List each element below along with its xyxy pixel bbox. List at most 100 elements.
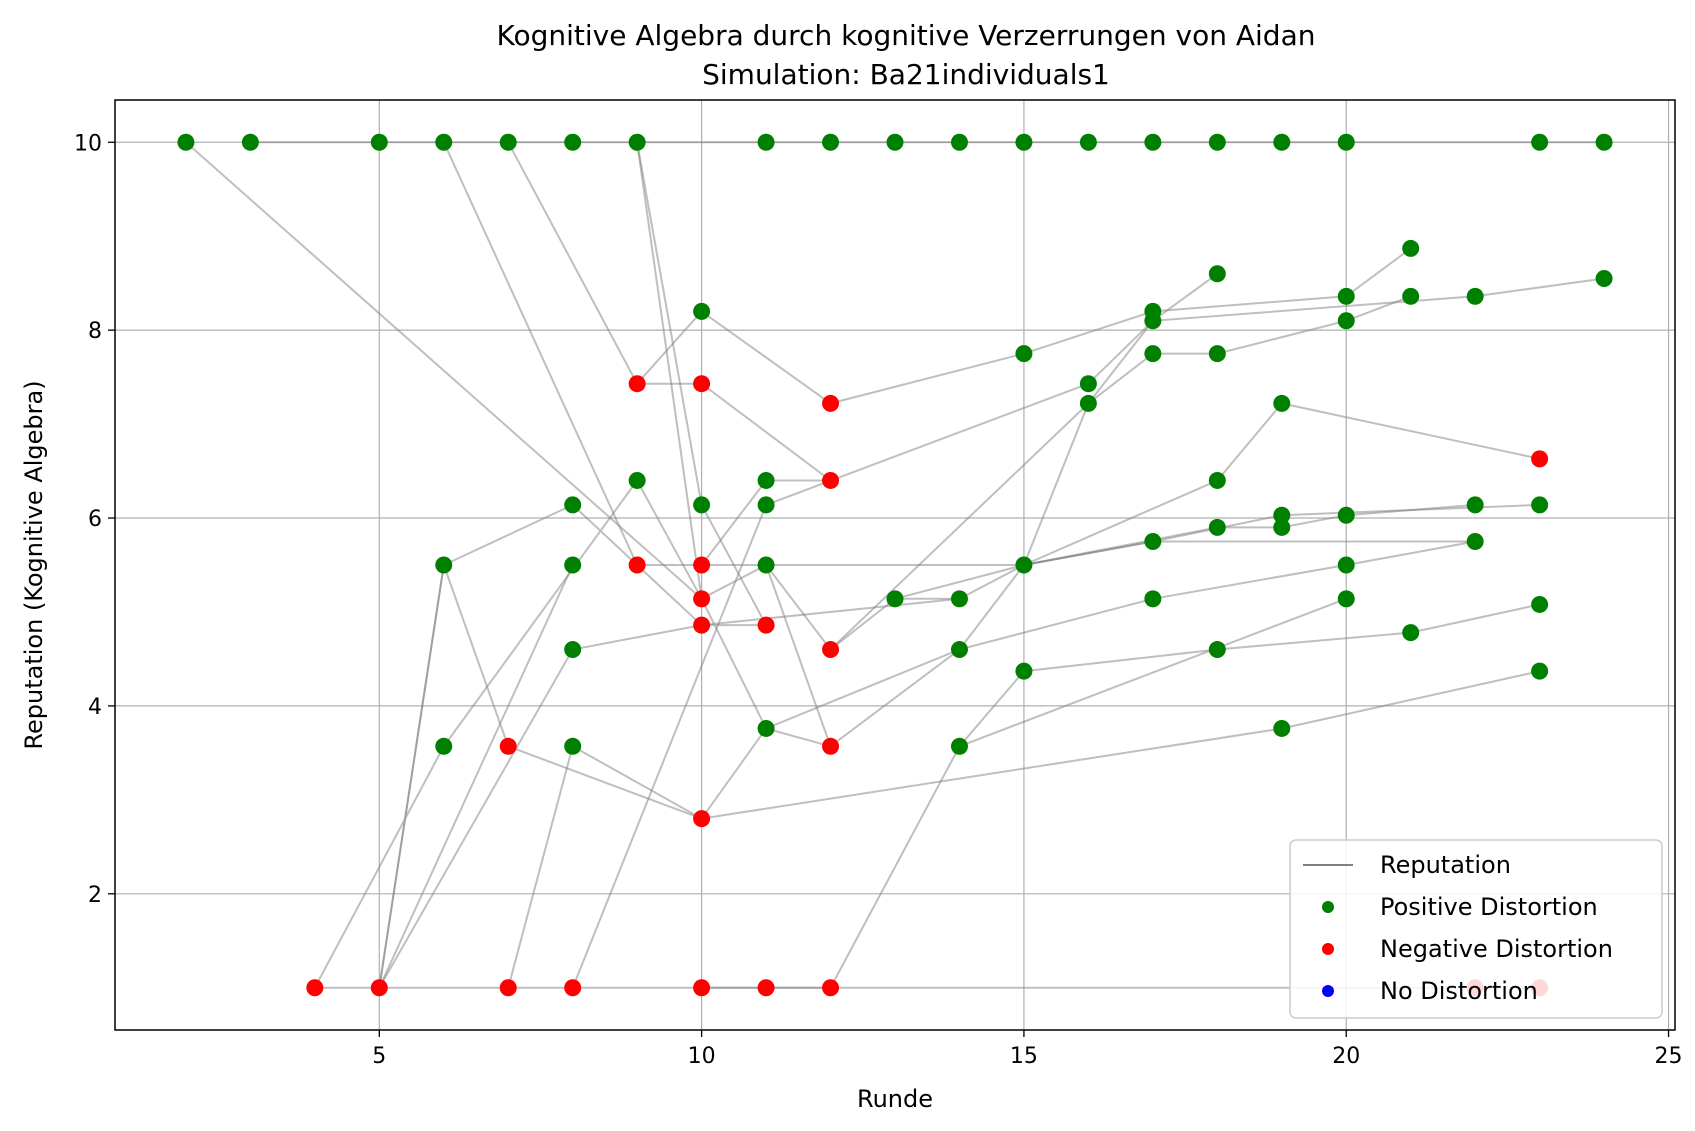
chart-title: Kognitive Algebra durch kognitive Verzer… xyxy=(497,19,1316,52)
marker-positive xyxy=(1402,287,1420,305)
marker-positive xyxy=(757,556,775,574)
marker-positive xyxy=(1208,265,1226,283)
series-line-J xyxy=(378,597,960,989)
marker-positive xyxy=(1273,518,1291,536)
marker-positive xyxy=(757,719,775,737)
marker-positive xyxy=(1466,533,1484,551)
marker-positive xyxy=(1466,287,1484,305)
marker-positive xyxy=(499,133,517,151)
marker-positive xyxy=(1079,133,1097,151)
marker-positive xyxy=(1337,590,1355,608)
series-line-H xyxy=(378,564,445,988)
marker-positive xyxy=(757,496,775,514)
marker-positive xyxy=(886,133,904,151)
marker-negative xyxy=(693,979,711,997)
marker-negative xyxy=(757,979,775,997)
marker-negative xyxy=(693,810,711,828)
series-line-T xyxy=(894,540,1476,600)
marker-positive xyxy=(1144,590,1162,608)
y-tick-label: 6 xyxy=(88,507,102,532)
marker-negative xyxy=(370,979,388,997)
legend-positive-swatch xyxy=(1322,901,1334,913)
y-tick-label: 8 xyxy=(88,319,102,344)
legend-none-label: No Distortion xyxy=(1380,977,1538,1005)
marker-negative xyxy=(628,556,646,574)
marker-positive xyxy=(1337,312,1355,330)
marker-positive xyxy=(628,133,646,151)
marker-positive xyxy=(693,496,711,514)
marker-positive xyxy=(1015,556,1033,574)
series-line-D xyxy=(507,141,638,385)
marker-positive xyxy=(1595,269,1613,287)
marker-positive xyxy=(564,737,582,755)
marker-negative xyxy=(822,394,840,412)
marker-positive xyxy=(693,302,711,320)
marker-negative xyxy=(499,979,517,997)
legend-negative-swatch xyxy=(1322,943,1334,955)
marker-positive xyxy=(1015,345,1033,363)
marker-positive xyxy=(1208,641,1226,659)
x-tick-label: 25 xyxy=(1655,1044,1683,1069)
marker-positive xyxy=(822,133,840,151)
legend-box xyxy=(1289,839,1663,1019)
marker-positive xyxy=(950,641,968,659)
marker-positive xyxy=(1337,556,1355,574)
marker-negative xyxy=(306,979,324,997)
marker-positive xyxy=(886,590,904,608)
legend: Reputation Positive Distortion Negative … xyxy=(1289,839,1663,1019)
marker-negative xyxy=(822,979,840,997)
series-line-R xyxy=(829,277,1605,651)
marker-negative xyxy=(693,616,711,634)
x-tick-label: 10 xyxy=(688,1044,716,1069)
marker-negative xyxy=(693,556,711,574)
series-line-G xyxy=(442,540,1476,820)
marker-positive xyxy=(564,556,582,574)
marker-negative xyxy=(564,979,582,997)
marker-positive xyxy=(1144,312,1162,330)
marker-positive xyxy=(241,133,259,151)
series-line-C xyxy=(442,141,1412,566)
x-tick-label: 20 xyxy=(1332,1044,1360,1069)
x-tick-label: 5 xyxy=(372,1044,386,1069)
marker-negative xyxy=(757,616,775,634)
marker-positive xyxy=(1337,133,1355,151)
y-tick-label: 4 xyxy=(88,695,102,720)
marker-positive xyxy=(950,590,968,608)
marker-positive xyxy=(435,556,453,574)
marker-positive xyxy=(1144,133,1162,151)
marker-positive xyxy=(1273,133,1291,151)
marker-positive xyxy=(1337,506,1355,524)
marker-positive xyxy=(1531,595,1549,613)
marker-positive xyxy=(564,496,582,514)
y-tick-label: 10 xyxy=(74,131,102,156)
series-line-F xyxy=(636,142,703,599)
marker-positive xyxy=(1273,394,1291,412)
legend-positive-label: Positive Distortion xyxy=(1380,893,1598,921)
marker-positive xyxy=(950,133,968,151)
series-line-O xyxy=(765,564,832,747)
marker-positive xyxy=(1208,345,1226,363)
marker-positive xyxy=(1273,506,1291,524)
y-axis-label: Reputation (Kognitive Algebra) xyxy=(20,380,48,749)
marker-positive xyxy=(757,471,775,489)
marker-negative xyxy=(693,590,711,608)
marker-positive xyxy=(1079,375,1097,393)
marker-positive xyxy=(1144,345,1162,363)
markers xyxy=(177,133,1613,997)
marker-positive xyxy=(1531,133,1549,151)
marker-positive xyxy=(1208,471,1226,489)
marker-negative xyxy=(822,471,840,489)
marker-positive xyxy=(1208,518,1226,536)
marker-positive xyxy=(177,133,195,151)
y-axis-ticks: 2 4 6 8 10 xyxy=(74,131,115,908)
marker-positive xyxy=(1531,662,1549,680)
marker-positive xyxy=(757,133,775,151)
marker-negative xyxy=(822,737,840,755)
marker-positive xyxy=(1531,496,1549,514)
series-line-A xyxy=(185,141,1412,651)
marker-positive xyxy=(1466,496,1484,514)
marker-positive xyxy=(370,133,388,151)
marker-negative xyxy=(822,641,840,659)
marker-positive xyxy=(1402,624,1420,642)
